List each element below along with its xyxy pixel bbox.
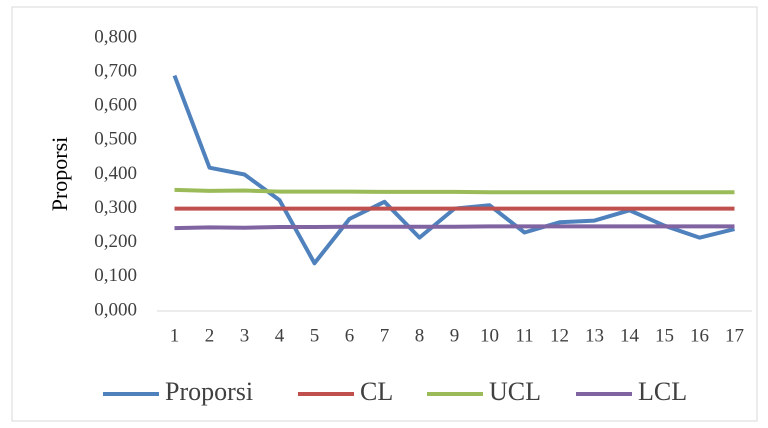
- x-tick-label: 11: [515, 325, 533, 346]
- x-tick-label: 3: [240, 325, 250, 346]
- x-tick-label: 2: [205, 325, 215, 346]
- x-tick-label: 5: [310, 325, 320, 346]
- y-tick-label: 0,800: [94, 26, 137, 47]
- legend-label: Proporsi: [165, 377, 253, 406]
- chart-border: [11, 6, 758, 422]
- y-tick-label: 0,600: [94, 95, 137, 116]
- x-tick-label: 6: [345, 325, 355, 346]
- x-tick-label: 7: [380, 325, 390, 346]
- legend-label: CL: [360, 377, 393, 406]
- y-tick-label: 0,300: [94, 197, 137, 218]
- y-axis-label: Proporsi: [47, 137, 72, 212]
- x-tick-label: 10: [480, 325, 499, 346]
- x-tick-label: 15: [655, 325, 674, 346]
- y-tick-label: 0,400: [94, 163, 137, 184]
- x-tick-label: 1: [170, 325, 180, 346]
- x-tick-label: 9: [450, 325, 460, 346]
- x-tick-label: 17: [725, 325, 744, 346]
- series-line: [174, 187, 735, 195]
- x-tick-label: 14: [620, 325, 640, 346]
- y-tick-label: 0,000: [94, 299, 137, 320]
- y-tick-label: 0,100: [94, 265, 137, 286]
- y-tick-label: 0,200: [94, 231, 137, 252]
- legend-label: LCL: [638, 377, 687, 406]
- x-tick-label: 8: [415, 325, 425, 346]
- legend-label: UCL: [489, 377, 541, 406]
- x-tick-label: 4: [275, 325, 285, 346]
- series-line: [174, 224, 735, 231]
- x-tick-label: 16: [690, 325, 709, 346]
- y-tick-label: 0,700: [94, 60, 137, 81]
- y-tick-label: 0,500: [94, 129, 137, 150]
- x-tick-label: 13: [585, 325, 604, 346]
- x-tick-label: 12: [550, 325, 569, 346]
